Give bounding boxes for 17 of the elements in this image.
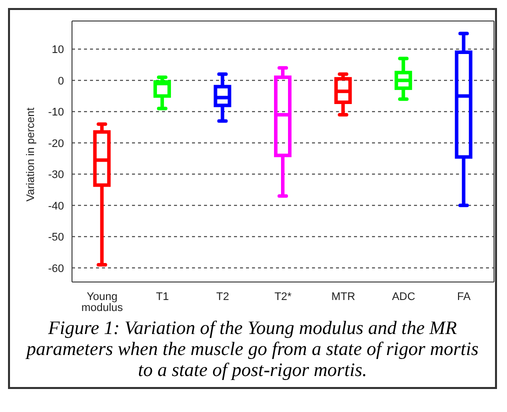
y-axis-title: Variation in percent	[24, 108, 37, 202]
caption: Figure 1: Variation of the Young modulus and the MR parameters when the muscle go from a state of rigor mortis to a state of post-rigor mortis.	[24, 317, 480, 381]
y-tick-label: -40	[48, 200, 64, 212]
x-tick-label: FA	[457, 291, 472, 303]
y-tick-label: 0	[58, 75, 64, 88]
x-tick-label: MTR	[331, 291, 356, 303]
y-tick-label: -10	[48, 106, 64, 119]
y-tick-label: -50	[48, 232, 64, 244]
y-tick-label: -20	[48, 138, 64, 150]
y-tick-label: -60	[48, 262, 64, 275]
x-tick-label: T1	[156, 291, 169, 303]
y-tick-label: 10	[52, 44, 64, 56]
y-tick-label: -30	[48, 169, 64, 182]
x-tick-label: ADC	[392, 291, 416, 303]
x-tick-label: T2	[216, 291, 230, 303]
x-tick-label: T2*	[274, 291, 292, 303]
x-tick-label: Young modulus	[81, 291, 124, 314]
